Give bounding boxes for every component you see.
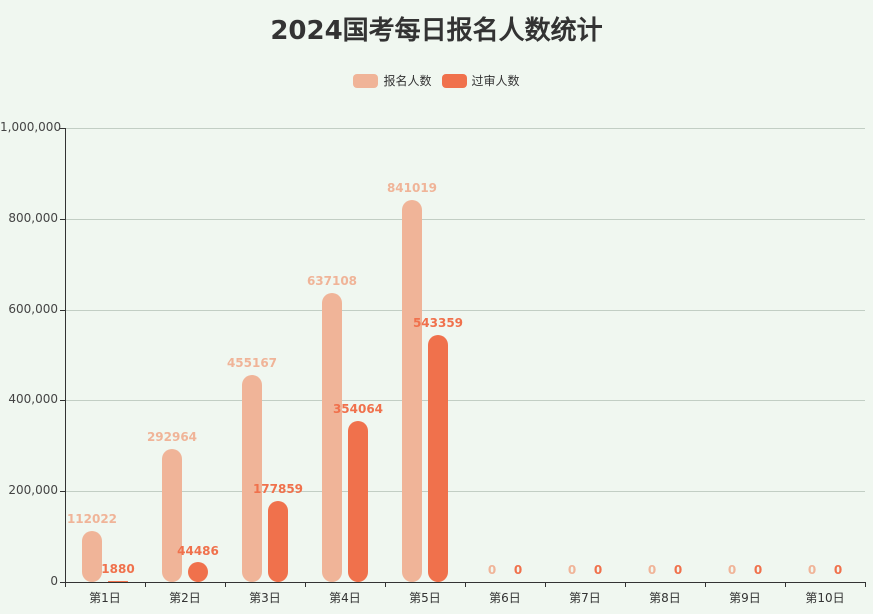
- data-label: 292964: [146, 429, 198, 444]
- x-tick: [65, 582, 66, 587]
- data-label: 0: [593, 563, 603, 577]
- y-axis-label: 1,000,000: [0, 120, 62, 134]
- bar-approved[interactable]: [268, 501, 288, 582]
- y-tick: [60, 218, 65, 220]
- x-tick: [545, 582, 546, 587]
- x-tick: [785, 582, 786, 587]
- gridline: [65, 309, 865, 311]
- data-label: 841019: [386, 181, 438, 196]
- legend-swatch-approved: [441, 73, 467, 88]
- y-axis-label: 200,000: [8, 483, 58, 498]
- bar-approved[interactable]: [108, 581, 128, 582]
- x-tick: [305, 582, 306, 587]
- chart-title: 2024国考每日报名人数统计: [270, 16, 603, 46]
- x-tick: [385, 582, 386, 587]
- x-tick: [465, 582, 466, 587]
- y-tick: [60, 491, 65, 493]
- data-label: 0: [753, 563, 763, 577]
- gridline: [65, 400, 865, 402]
- y-tick: [60, 400, 65, 402]
- data-label: 177859: [252, 482, 304, 497]
- y-axis-label: 600,000: [8, 301, 58, 316]
- bar-approved[interactable]: [428, 335, 448, 582]
- data-label: 0: [673, 563, 683, 577]
- bar-registrations[interactable]: [322, 292, 342, 582]
- data-label: 1880: [101, 562, 135, 577]
- data-label: 0: [513, 563, 523, 577]
- legend-label-approved: 过审人数: [471, 74, 520, 88]
- data-label: 0: [567, 563, 577, 577]
- x-axis-label: 第1日: [89, 591, 121, 605]
- x-tick: [705, 582, 706, 587]
- legend-item-registrations[interactable]: 报名人数: [353, 72, 432, 89]
- data-label: 0: [647, 563, 657, 577]
- y-axis-label: 800,000: [8, 210, 58, 225]
- data-label: 455167: [226, 356, 278, 371]
- x-tick: [625, 582, 626, 587]
- x-axis-label: 第5日: [409, 591, 441, 605]
- y-axis-line: [65, 128, 66, 582]
- bar-registrations[interactable]: [402, 200, 422, 582]
- bar-registrations[interactable]: [242, 375, 262, 582]
- bar-registrations[interactable]: [82, 531, 102, 582]
- data-label: 543359: [412, 316, 464, 331]
- x-axis-label: 第6日: [489, 591, 521, 605]
- data-label: 0: [727, 563, 737, 577]
- y-axis-label: 400,000: [8, 392, 58, 407]
- x-tick: [225, 582, 226, 587]
- data-label: 44486: [177, 544, 219, 558]
- gridline: [65, 491, 865, 493]
- data-label: 112022: [66, 512, 118, 527]
- legend-item-approved[interactable]: 过审人数: [441, 72, 520, 89]
- x-axis-label: 第4日: [329, 591, 361, 605]
- x-axis-label: 第9日: [729, 591, 761, 605]
- data-label: 637108: [306, 273, 358, 288]
- bar-registrations[interactable]: [162, 448, 182, 582]
- data-label: 0: [807, 563, 817, 577]
- gridline: [65, 128, 865, 129]
- data-label: 354064: [332, 402, 384, 417]
- y-axis-label: 0: [50, 574, 58, 588]
- legend-swatch-registrations: [353, 73, 379, 88]
- x-axis-label: 第10日: [805, 591, 845, 605]
- x-axis-label: 第8日: [649, 591, 681, 605]
- x-axis-label: 第7日: [569, 591, 601, 605]
- data-label: 0: [487, 563, 497, 577]
- x-axis-label: 第2日: [169, 591, 201, 605]
- x-tick: [145, 582, 146, 587]
- bar-approved[interactable]: [188, 562, 208, 582]
- legend: 报名人数 过审人数: [0, 72, 873, 89]
- y-tick: [60, 582, 65, 583]
- x-axis-label: 第3日: [249, 591, 281, 605]
- bar-approved[interactable]: [348, 421, 368, 582]
- gridline: [65, 218, 865, 220]
- x-tick: [865, 582, 866, 587]
- y-tick: [60, 309, 65, 311]
- y-tick: [60, 128, 65, 129]
- data-label: 0: [833, 563, 843, 577]
- legend-label-registrations: 报名人数: [383, 74, 432, 88]
